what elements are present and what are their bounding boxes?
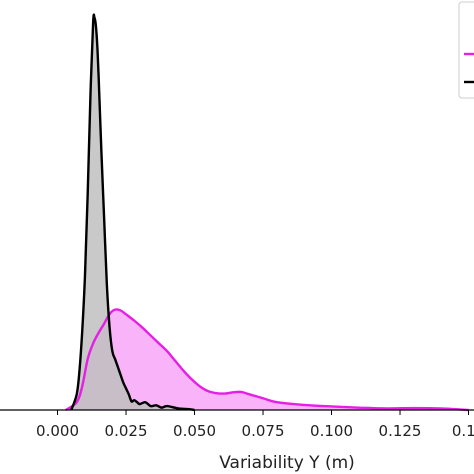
series-areas (65, 14, 469, 411)
series-1-line (65, 308, 469, 412)
x-tick-label: 0.000 (36, 422, 79, 440)
x-tick-label: 0.075 (242, 422, 285, 440)
series-2-area (71, 14, 195, 411)
series-lines (65, 13, 469, 412)
x-tick-label: 0.15 (452, 422, 474, 440)
x-tick-label: 0.025 (105, 422, 148, 440)
x-axis-label: Variability Y (m) (219, 453, 355, 473)
legend-box (458, 1, 474, 99)
legend (458, 1, 474, 99)
series-1-area (65, 309, 469, 410)
x-axis: 0.000 0.025 0.050 0.075 0.100 0.125 0.15 (0, 409, 474, 440)
x-tick-label: 0.125 (379, 422, 422, 440)
x-tick-label: 0.050 (173, 422, 216, 440)
x-tick-label: 0.100 (310, 422, 353, 440)
series-2-line (70, 13, 195, 412)
